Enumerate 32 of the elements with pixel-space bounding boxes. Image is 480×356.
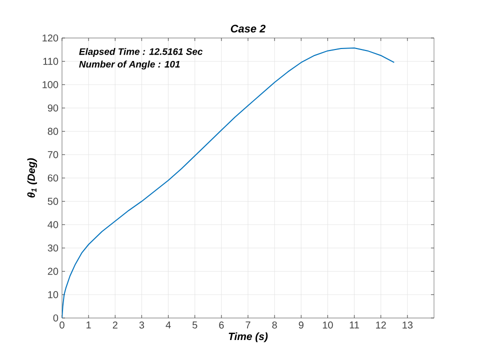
y-tick-label: 120 xyxy=(42,34,58,42)
y-tick-label: 40 xyxy=(48,221,58,228)
y-tick-label: 70 xyxy=(48,151,58,158)
x-tick-label: 9 xyxy=(298,322,304,329)
y-tick-label: 100 xyxy=(42,81,58,88)
x-tick-label: 4 xyxy=(166,322,171,328)
x-tick-label: 13 xyxy=(402,322,413,329)
x-tick-label: 1 xyxy=(86,322,91,328)
y-tick-label: 50 xyxy=(48,198,58,205)
x-tick-label: 5 xyxy=(192,322,198,328)
y-tick-label: 110 xyxy=(43,58,58,65)
y-tick-label: 80 xyxy=(48,128,58,135)
chart-title: Case 2 xyxy=(230,24,266,32)
y-tick-label: 0 xyxy=(53,314,58,322)
x-tick-label: 8 xyxy=(272,322,277,329)
x-tick-label: 3 xyxy=(139,322,144,329)
x-tick-label: 10 xyxy=(322,322,333,329)
annotation: Number of Angle : 101 xyxy=(79,60,180,70)
x-tick-label: 0 xyxy=(60,322,64,329)
y-axis-title: θ$_{1}$ (Deg) xyxy=(27,158,38,198)
annotation: Elapsed Time : 12.5161 Sec xyxy=(79,48,203,57)
y-tick-label: 30 xyxy=(48,244,58,252)
y-tick-label: 90 xyxy=(48,104,58,112)
x-axis-title: Time (s) xyxy=(228,332,268,342)
y-tick-label: 20 xyxy=(48,268,58,275)
y-tick-label: 60 xyxy=(48,174,58,182)
x-tick-label: 6 xyxy=(219,322,224,329)
x-tick-label: 12 xyxy=(376,322,386,328)
x-tick-label: 11 xyxy=(350,322,359,328)
x-tick-label: 7 xyxy=(246,322,250,328)
x-tick-label: 2 xyxy=(112,322,118,328)
y-tick-label: 10 xyxy=(48,291,58,298)
